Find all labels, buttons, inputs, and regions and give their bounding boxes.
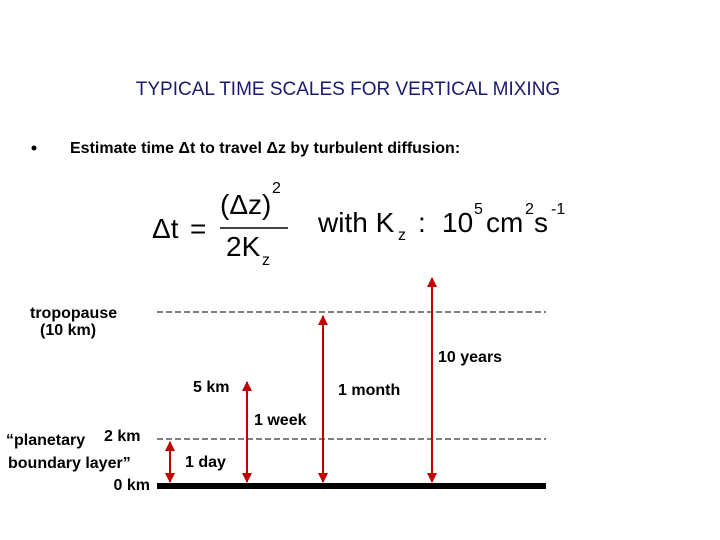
- formula-sub: z: [262, 252, 270, 269]
- time-label: 1 week: [254, 412, 307, 429]
- formula-equals: =: [190, 213, 206, 244]
- title: TYPICAL TIME SCALES FOR VERTICAL MIXING: [136, 79, 560, 100]
- formula-numerator: (Δz): [220, 189, 271, 220]
- formula: Δt = (Δz) 2 2K z with K z : 10 5 cm 2 s …: [152, 180, 565, 269]
- formula-denominator: 2K: [226, 231, 261, 262]
- bullet-dot: [31, 145, 37, 151]
- time-label: 10 years: [438, 349, 502, 366]
- ground-label: 0 km: [114, 477, 150, 494]
- tropopause-label: tropopause: [30, 305, 117, 322]
- formula-value: 10: [442, 207, 473, 238]
- formula-unit: cm: [486, 207, 523, 238]
- pbl-label: “planetary: [6, 432, 85, 449]
- pbl-label: boundary layer”: [8, 455, 131, 472]
- bullet-text: Estimate time Δt to travel Δz by turbule…: [70, 140, 460, 157]
- formula-exp: 2: [272, 180, 281, 197]
- time-label: 1 day: [185, 454, 226, 471]
- formula-with: with K: [317, 207, 395, 238]
- mid-height: 5 km: [193, 379, 229, 396]
- formula-unit: s: [534, 207, 548, 238]
- time-label: 1 month: [338, 382, 400, 399]
- formula-exp: 2: [525, 201, 534, 218]
- formula-lhs: Δt: [152, 213, 179, 244]
- pbl-height: 2 km: [104, 428, 140, 445]
- formula-sub: z: [398, 227, 406, 244]
- formula-colon: :: [418, 207, 426, 238]
- formula-exp: -1: [551, 201, 565, 218]
- tropopause-height: (10 km): [40, 322, 96, 339]
- formula-exp: 5: [474, 201, 483, 218]
